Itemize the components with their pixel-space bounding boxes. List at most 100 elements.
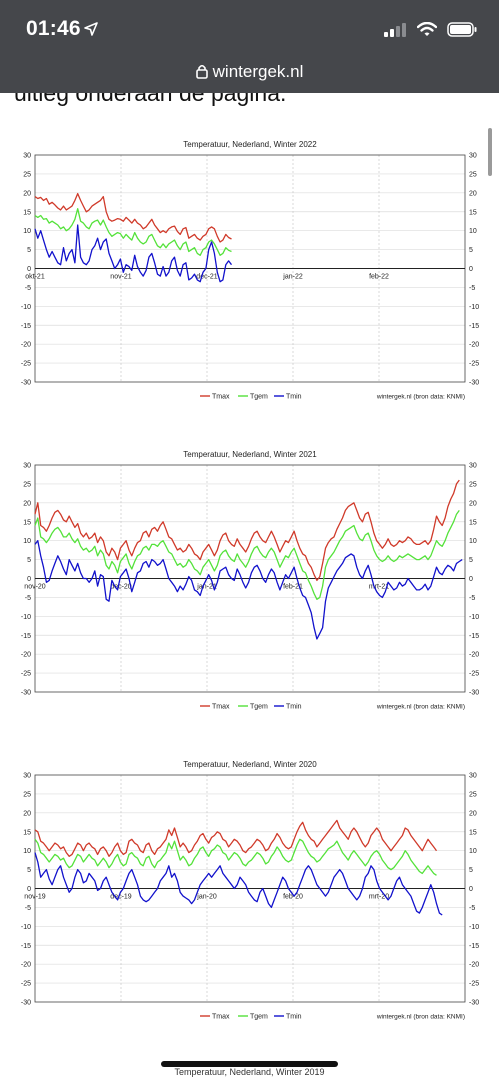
y-tick-label-left: 5 (27, 247, 31, 254)
y-tick-label-right: 30 (469, 773, 477, 780)
y-tick-label-left: -20 (21, 342, 31, 349)
y-tick-label-left: -25 (21, 981, 31, 988)
x-month-label: dec-21 (196, 274, 218, 281)
y-tick-label-left: 25 (23, 171, 31, 178)
y-tick-label-right: 10 (469, 538, 477, 545)
lock-icon (195, 64, 208, 79)
y-tick-label-right: -30 (469, 1000, 479, 1007)
y-tick-label-right: 25 (469, 481, 477, 488)
url-text: wintergek.nl (212, 62, 304, 81)
y-tick-label-right: -25 (469, 671, 479, 678)
chart-title: Temperatuur, Nederland, Winter 2021 (183, 450, 317, 459)
y-tick-label-left: -15 (21, 943, 31, 950)
x-month-label: jan-20 (196, 894, 217, 901)
y-tick-label-right: -25 (469, 981, 479, 988)
y-tick-label-right: 15 (469, 829, 477, 836)
y-tick-label-left: 10 (23, 848, 31, 855)
home-indicator[interactable] (161, 1061, 338, 1067)
series-line-tgem (34, 208, 232, 256)
y-tick-label-right: -15 (469, 943, 479, 950)
chart-winter-2020: Temperatuur, Nederland, Winter 2020 30 30 2… (0, 748, 499, 1028)
y-tick-label-left: 0 (27, 576, 31, 583)
x-month-label: feb-22 (369, 274, 389, 281)
y-tick-label-right: 30 (469, 153, 477, 160)
y-tick-label-right: -25 (469, 361, 479, 368)
chart-source: wintergek.nl (bron data: KNMI) (376, 704, 465, 711)
y-tick-label-left: -15 (21, 633, 31, 640)
y-tick-label-left: 15 (23, 209, 31, 216)
legend-label: Tgem (250, 394, 268, 401)
y-tick-label-right: -10 (469, 304, 479, 311)
y-tick-label-right: 0 (469, 576, 473, 583)
chart-winter-2022: Temperatuur, Nederland, Winter 2022 30 30 2… (0, 128, 499, 408)
y-tick-label-left: -15 (21, 323, 31, 330)
y-tick-label-left: -5 (25, 905, 31, 912)
y-tick-label-right: 0 (469, 886, 473, 893)
y-tick-label-right: 10 (469, 848, 477, 855)
x-month-label: feb-21 (283, 584, 303, 591)
x-month-label: jan-21 (196, 584, 217, 591)
series-line-tmin (34, 540, 463, 640)
y-tick-label-right: 15 (469, 209, 477, 216)
y-tick-label-right: 0 (469, 266, 473, 273)
y-tick-label-left: -10 (21, 924, 31, 931)
chart-title: Temperatuur, Nederland, Winter 2022 (183, 140, 317, 149)
y-tick-label-left: -20 (21, 962, 31, 969)
location-arrow-icon (84, 22, 98, 41)
y-tick-label-right: -15 (469, 633, 479, 640)
y-tick-label-left: 10 (23, 228, 31, 235)
series-line-tmin (34, 224, 233, 283)
y-tick-label-right: -10 (469, 924, 479, 931)
y-tick-label-left: -10 (21, 304, 31, 311)
y-tick-label-left: 25 (23, 481, 31, 488)
y-tick-label-left: -25 (21, 361, 31, 368)
y-tick-label-left: -30 (21, 1000, 31, 1007)
x-month-label: nov-21 (110, 274, 132, 281)
x-month-label: jan-22 (282, 274, 303, 281)
x-month-label: mrt-21 (369, 584, 389, 591)
y-tick-label-left: 15 (23, 519, 31, 526)
chart-title: Temperatuur, Nederland, Winter 2020 (183, 760, 317, 769)
series-line-tmax (34, 479, 460, 582)
legend-label: Tmin (286, 394, 302, 401)
x-month-label: feb-20 (283, 894, 303, 901)
y-tick-label-left: 0 (27, 266, 31, 273)
legend-label: Tmin (286, 704, 302, 711)
y-tick-label-right: -15 (469, 323, 479, 330)
signal-bars-icon (384, 22, 407, 37)
series-line-tgem (34, 838, 437, 876)
x-month-label: dec-20 (110, 584, 132, 591)
y-tick-label-right: 20 (469, 190, 477, 197)
status-time: 01:46 (26, 17, 81, 40)
y-tick-label-right: 15 (469, 519, 477, 526)
y-tick-label-left: 10 (23, 538, 31, 545)
y-tick-label-left: 30 (23, 773, 31, 780)
y-tick-label-right: -20 (469, 342, 479, 349)
series-line-tmax (34, 192, 232, 243)
url-bar[interactable]: wintergek.nl (0, 62, 499, 82)
y-tick-label-left: 30 (23, 153, 31, 160)
y-tick-label-right: -20 (469, 962, 479, 969)
scrollbar[interactable] (488, 128, 492, 176)
y-tick-label-left: -5 (25, 595, 31, 602)
y-tick-label-left: 20 (23, 500, 31, 507)
wifi-icon (416, 22, 437, 37)
legend-label: Tmax (212, 1014, 230, 1021)
legend-label: Tmax (212, 394, 230, 401)
chart-svg: Temperatuur, Nederland, Winter 2020 30 30 2… (21, 760, 479, 1021)
chart-svg: Temperatuur, Nederland, Winter 2022 30 30 2… (21, 140, 479, 401)
y-tick-label-left: 5 (27, 557, 31, 564)
x-month-label: dec-19 (110, 894, 132, 901)
legend-label: Tmin (286, 1014, 302, 1021)
chart-source: wintergek.nl (bron data: KNMI) (376, 394, 465, 401)
y-tick-label-left: 20 (23, 190, 31, 197)
y-tick-label-left: -10 (21, 614, 31, 621)
legend-label: Tgem (250, 1014, 268, 1021)
y-tick-label-right: -30 (469, 690, 479, 697)
y-tick-label-left: -5 (25, 285, 31, 292)
series-line-tmin (34, 852, 443, 916)
y-tick-label-left: 30 (23, 463, 31, 470)
legend-label: Tmax (212, 704, 230, 711)
legend-label: Tgem (250, 704, 268, 711)
series-line-tmax (34, 819, 438, 857)
